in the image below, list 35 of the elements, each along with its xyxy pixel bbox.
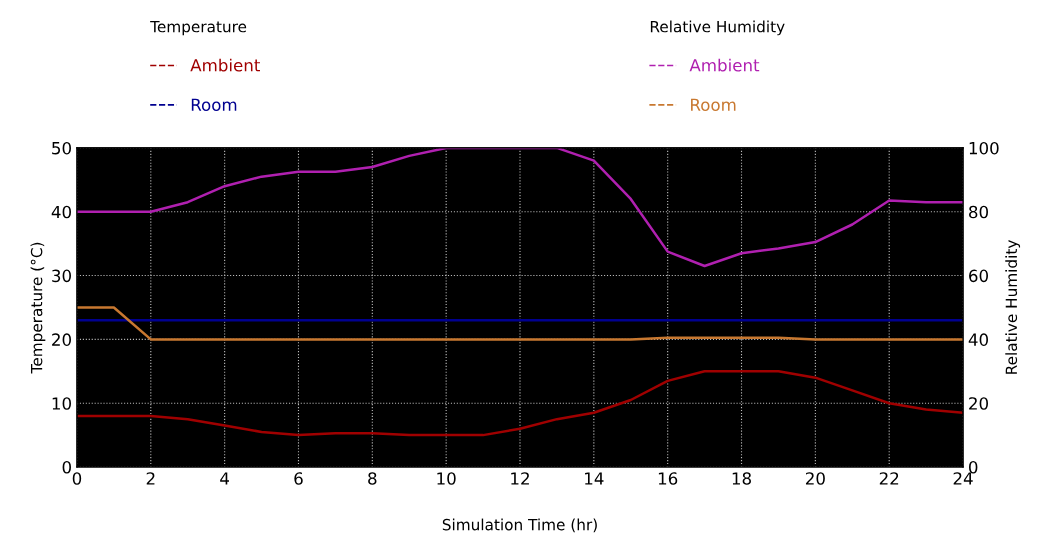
x-tick-label: 10 bbox=[437, 472, 456, 485]
y2-tick-label: 80 bbox=[969, 205, 988, 219]
x-tick-label: 8 bbox=[368, 472, 377, 485]
y-tick-label: 0 bbox=[62, 460, 71, 474]
x-tick-label: 0 bbox=[72, 472, 82, 485]
y2-tick-label: 20 bbox=[969, 397, 988, 410]
line-series bbox=[76, 370, 964, 437]
x-tick-label: 6 bbox=[294, 472, 303, 485]
x-tick-label: 20 bbox=[805, 472, 825, 485]
x-tick-label: 22 bbox=[879, 472, 899, 485]
x-tick-label: 14 bbox=[585, 472, 604, 485]
x-tick-label: 16 bbox=[658, 472, 678, 485]
x-tick-label: 4 bbox=[220, 472, 230, 485]
x-tick-label: 12 bbox=[511, 472, 529, 485]
x-axis-title: Simulation Time (hr) bbox=[442, 518, 597, 533]
y-tick-label: 30 bbox=[52, 269, 71, 283]
text: Relative Humidity bbox=[650, 20, 785, 36]
legend-label: Room bbox=[191, 98, 237, 112]
x-tick-label: 2 bbox=[146, 472, 155, 485]
legend-label: Ambient bbox=[689, 58, 760, 72]
y2-axis-title: Relative Humidity bbox=[1005, 240, 1021, 374]
y-tick-label: 50 bbox=[52, 141, 71, 155]
y2-tick-label: 60 bbox=[969, 269, 988, 283]
y2-tick-label: 40 bbox=[968, 333, 988, 346]
y-tick-label: 40 bbox=[51, 205, 71, 219]
y-tick-label: 10 bbox=[52, 397, 71, 410]
y2-tick-label: 100 bbox=[969, 141, 999, 155]
legend-label: Ambient bbox=[190, 58, 260, 72]
text: Temperature bbox=[150, 21, 247, 36]
y-axis-title: Temperature (°C) bbox=[30, 242, 46, 374]
x-tick-label: 18 bbox=[732, 472, 751, 485]
x-tick-label: 24 bbox=[953, 472, 973, 485]
y2-tick-label: 0 bbox=[969, 460, 978, 474]
y-tick-label: 20 bbox=[52, 333, 71, 346]
legend-label: Room bbox=[691, 98, 736, 112]
